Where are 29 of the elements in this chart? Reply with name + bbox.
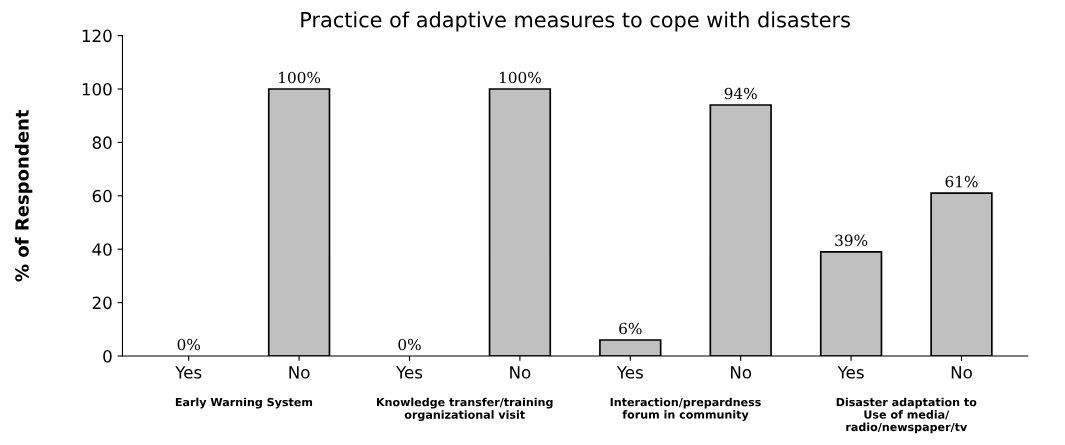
y-tick-label: 120	[82, 29, 112, 43]
text: Knowledge transfer/training organizational visit	[376, 397, 553, 422]
y-tick-label: 0	[103, 349, 112, 363]
y-tick-label: 20	[92, 296, 112, 310]
data-label: 100%	[499, 71, 541, 84]
x-tick-label: No	[510, 366, 531, 379]
x-tick-label: No	[731, 366, 752, 379]
data-label: 6%	[619, 322, 642, 335]
data-label: 100%	[279, 71, 321, 84]
chart-title: Practice of adaptive measures to cope with disasters	[301, 11, 850, 32]
text: Disaster adaptation to Use of media/ radio/newspaper/tv	[836, 397, 977, 434]
x-tick-label: Yes	[175, 366, 202, 379]
x-tick-label: Yes	[616, 366, 643, 379]
x-tick-label: No	[951, 366, 972, 379]
data-label: 94%	[724, 87, 757, 100]
text: Early Warning System	[175, 397, 313, 409]
data-label: 0%	[398, 338, 421, 351]
y-tick-label: 80	[92, 136, 112, 149]
data-label: 0%	[177, 338, 200, 351]
text: Interaction/prepardness forum in community	[610, 397, 761, 421]
y-tick-label: 60	[92, 189, 112, 203]
y-axis-title: % of Respondent	[14, 109, 33, 282]
y-tick-label: 40	[92, 243, 112, 256]
y-tick-label: 100	[82, 82, 112, 96]
x-tick-label: Yes	[396, 366, 423, 379]
x-tick-label: Yes	[837, 366, 864, 379]
data-label: 39%	[835, 234, 868, 247]
x-tick-label: No	[289, 366, 310, 379]
data-label: 61%	[945, 175, 978, 188]
